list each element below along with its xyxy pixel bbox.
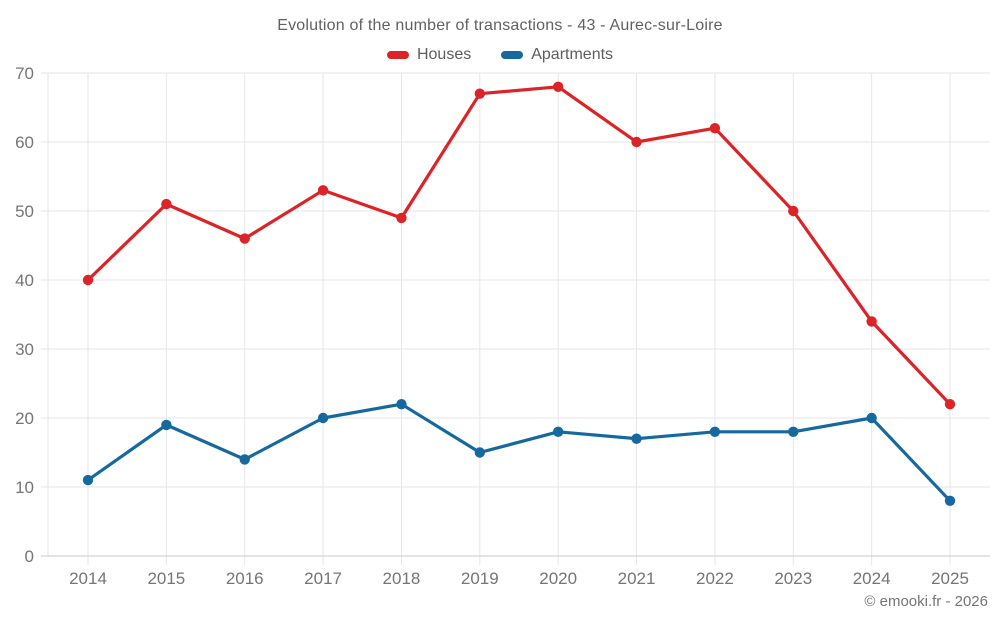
apartments-point-2021[interactable]	[631, 433, 642, 444]
apartments-legend-label: Apartments	[531, 46, 614, 63]
apartments-point-2017[interactable]	[317, 412, 329, 424]
apartments-point-2025[interactable]	[944, 495, 956, 506]
houses-point-2014[interactable]	[82, 274, 94, 286]
houses-point-2017[interactable]	[317, 185, 329, 196]
apartments-line	[86, 402, 952, 503]
houses-point-2015[interactable]	[161, 198, 172, 210]
houses-point-2023[interactable]	[788, 205, 799, 217]
apartments-point-2015[interactable]	[161, 419, 172, 431]
legend: Houses Apartments	[0, 46, 1000, 64]
x-tick-label-2021: 2021	[618, 569, 656, 588]
houses-point-2024[interactable]	[866, 316, 877, 327]
copyright-text: © emooki.fr - 2026	[864, 593, 988, 610]
y-tick-label-50: 50	[15, 202, 34, 221]
y-tick-label-70: 70	[15, 64, 34, 83]
x-tick-label-2019: 2019	[461, 569, 499, 588]
apartments-point-2016[interactable]	[239, 454, 250, 465]
houses-line	[86, 85, 952, 406]
y-tick-label-60: 60	[15, 133, 34, 152]
x-tick-label-2015: 2015	[147, 569, 185, 588]
x-tick-label-2023: 2023	[774, 569, 812, 588]
y-tick-label-0: 0	[25, 547, 34, 566]
apartments-point-2019[interactable]	[474, 447, 486, 458]
y-tick-label-20: 20	[15, 409, 34, 428]
legend-item-apartments[interactable]: Apartments	[501, 46, 613, 64]
y-tick-label-10: 10	[15, 478, 34, 497]
apartments-point-2023[interactable]	[788, 426, 799, 437]
x-tick-label-2014: 2014	[69, 569, 107, 588]
houses-point-2021[interactable]	[631, 136, 642, 148]
houses-point-2025[interactable]	[944, 399, 956, 410]
x-tick-label-2025: 2025	[931, 569, 969, 588]
chart-title: Evolution of the number of transactions …	[277, 17, 723, 34]
apartments-point-2014[interactable]	[82, 474, 94, 486]
x-tick-label-2024: 2024	[853, 569, 891, 588]
legend-item-houses[interactable]: Houses	[386, 46, 472, 64]
houses-legend-label: Houses	[416, 46, 472, 63]
y-tick-label-40: 40	[15, 271, 34, 290]
houses-point-2018[interactable]	[396, 212, 407, 224]
apartments-swatch-icon	[501, 51, 524, 59]
apartments-point-2020[interactable]	[552, 426, 564, 437]
x-tick-label-2017: 2017	[304, 569, 342, 588]
houses-point-2019[interactable]	[474, 88, 486, 99]
houses-swatch-icon	[386, 51, 409, 59]
apartments-point-2024[interactable]	[866, 412, 877, 424]
apartments-point-2022[interactable]	[709, 426, 721, 437]
x-tick-label-2018: 2018	[383, 569, 421, 588]
x-tick-label-2016: 2016	[226, 569, 264, 588]
houses-point-2020[interactable]	[552, 81, 564, 93]
houses-point-2016[interactable]	[239, 233, 250, 244]
houses-point-2022[interactable]	[709, 123, 721, 134]
apartments-point-2018[interactable]	[396, 399, 407, 410]
x-tick-label-2022: 2022	[696, 569, 734, 588]
y-tick-label-30: 30	[15, 340, 34, 359]
x-tick-label-2020: 2020	[539, 569, 577, 588]
